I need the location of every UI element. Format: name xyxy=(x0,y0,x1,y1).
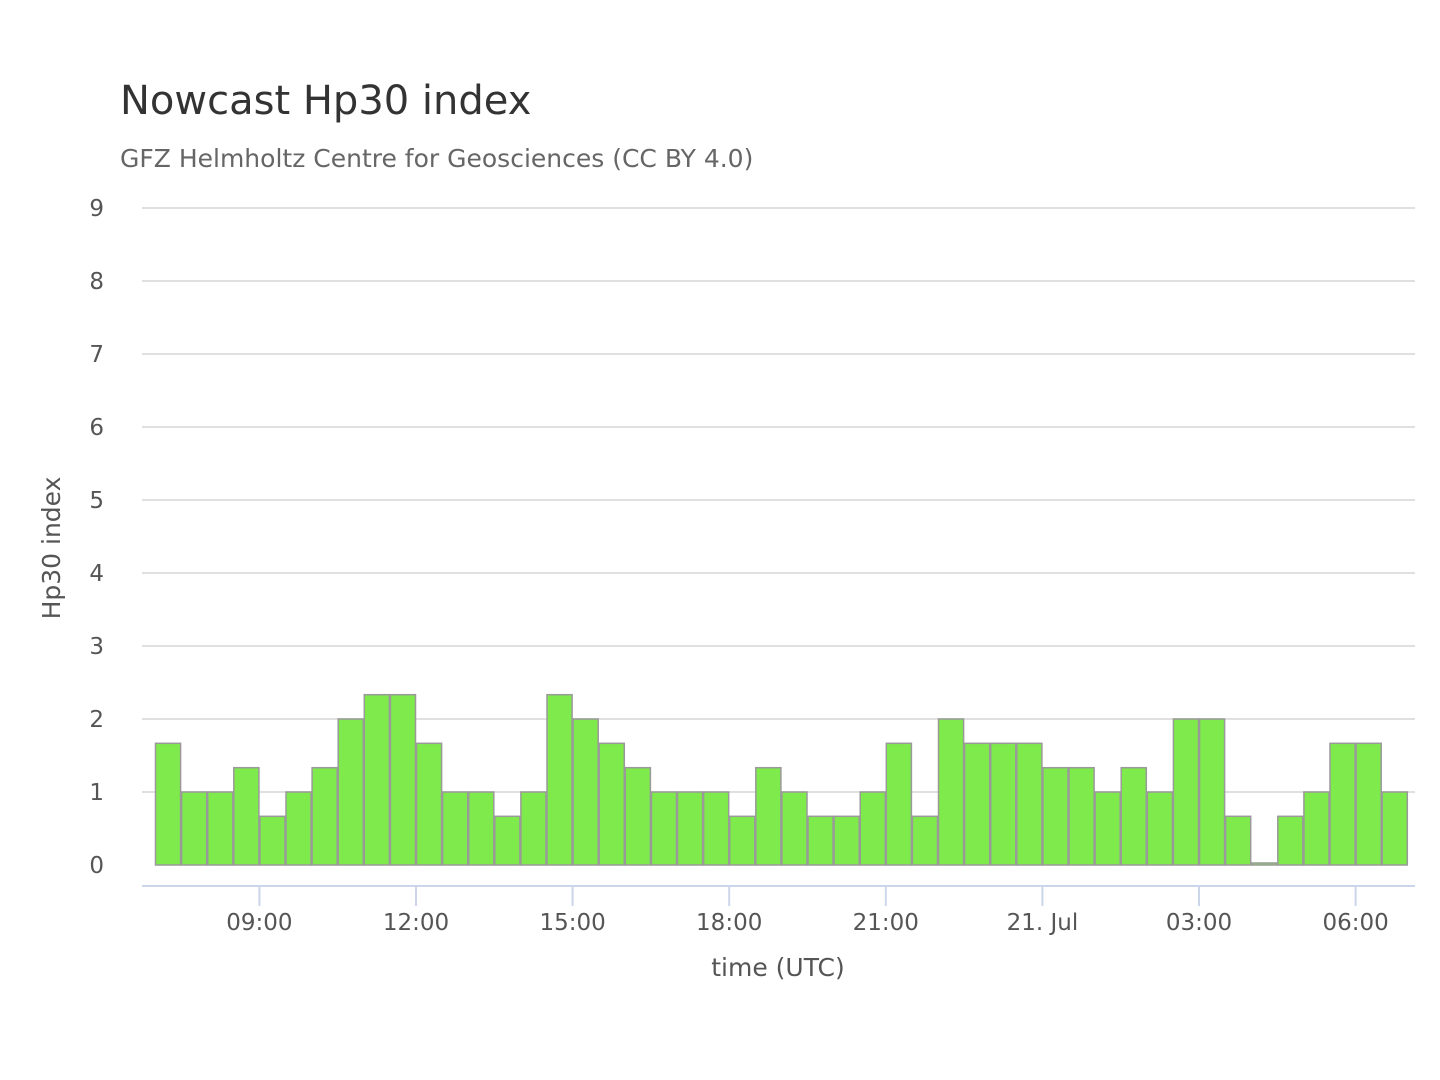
bar[interactable] xyxy=(415,742,443,866)
bar[interactable] xyxy=(520,791,547,866)
bar[interactable] xyxy=(650,791,678,866)
bar[interactable] xyxy=(572,718,599,866)
bar[interactable] xyxy=(781,791,808,866)
bar[interactable] xyxy=(180,791,208,866)
x-tick-label: 21. Jul xyxy=(1007,910,1079,936)
bar[interactable] xyxy=(1250,862,1278,866)
bar[interactable] xyxy=(259,815,286,866)
bar[interactable] xyxy=(702,791,730,866)
bar[interactable] xyxy=(1355,742,1382,866)
bar[interactable] xyxy=(311,766,338,866)
y-tick-label: 9 xyxy=(89,196,104,222)
bar[interactable] xyxy=(807,815,834,866)
bar[interactable] xyxy=(1042,766,1069,866)
chart-title: Nowcast Hp30 index xyxy=(120,78,532,124)
bars xyxy=(154,693,1409,866)
bar[interactable] xyxy=(1303,791,1330,866)
x-axis-title: time (UTC) xyxy=(711,953,845,982)
x-tick-label: 12:00 xyxy=(383,910,449,936)
bar[interactable] xyxy=(1381,791,1409,866)
bar[interactable] xyxy=(337,718,365,866)
bar[interactable] xyxy=(1068,766,1095,866)
bar[interactable] xyxy=(911,815,939,866)
bar[interactable] xyxy=(755,766,782,866)
chart-subtitle: GFZ Helmholtz Centre for Geosciences (CC… xyxy=(120,144,754,173)
bar[interactable] xyxy=(154,742,182,866)
x-tick-label: 15:00 xyxy=(539,910,605,936)
y-tick-label: 1 xyxy=(89,780,104,806)
x-tick-label: 18:00 xyxy=(696,910,762,936)
bar[interactable] xyxy=(494,815,521,866)
bar[interactable] xyxy=(624,766,652,866)
bar[interactable] xyxy=(285,791,312,866)
bar[interactable] xyxy=(1277,815,1304,866)
x-tick-label: 03:00 xyxy=(1166,910,1232,936)
bar[interactable] xyxy=(937,718,965,866)
bar[interactable] xyxy=(1329,742,1356,866)
y-tick-label: 0 xyxy=(89,853,104,879)
y-tick-label: 4 xyxy=(89,561,104,587)
bar[interactable] xyxy=(363,693,391,866)
bar[interactable] xyxy=(441,791,469,866)
bar[interactable] xyxy=(1198,718,1226,866)
bar[interactable] xyxy=(1016,742,1043,866)
y-tick-label: 2 xyxy=(89,707,104,733)
y-tick-label: 3 xyxy=(89,634,104,660)
bar[interactable] xyxy=(1146,791,1174,866)
bar[interactable] xyxy=(389,693,417,866)
x-tick-label: 21:00 xyxy=(853,910,919,936)
y-tick-label: 7 xyxy=(89,342,104,368)
bar[interactable] xyxy=(233,766,260,866)
y-axis-title: Hp30 index xyxy=(37,477,66,620)
x-axis: 09:00 12:00 15:00 18:00 21:00 21. Jul 03:00 06:… xyxy=(142,885,1415,936)
gridlines xyxy=(142,207,1415,793)
bar[interactable] xyxy=(206,791,234,866)
bar[interactable] xyxy=(546,693,573,866)
x-tick-label: 09:00 xyxy=(226,910,292,936)
y-tick-label: 8 xyxy=(89,269,104,295)
x-tick-label: 06:00 xyxy=(1322,910,1388,936)
bar[interactable] xyxy=(598,742,626,866)
bar[interactable] xyxy=(1172,718,1200,866)
bar[interactable] xyxy=(676,791,704,866)
bar[interactable] xyxy=(728,815,756,866)
bar[interactable] xyxy=(1224,815,1252,866)
bar[interactable] xyxy=(833,815,860,866)
bar[interactable] xyxy=(989,742,1017,866)
bar[interactable] xyxy=(467,791,495,866)
y-tick-label: 5 xyxy=(89,488,104,514)
bar[interactable] xyxy=(1094,791,1121,866)
y-tick-label: 6 xyxy=(89,415,104,441)
bar[interactable] xyxy=(885,742,913,866)
y-axis-ticks: 0 1 2 3 4 5 6 7 8 9 xyxy=(89,196,104,879)
bar[interactable] xyxy=(963,742,991,866)
bar[interactable] xyxy=(859,791,887,866)
bar[interactable] xyxy=(1120,766,1148,866)
